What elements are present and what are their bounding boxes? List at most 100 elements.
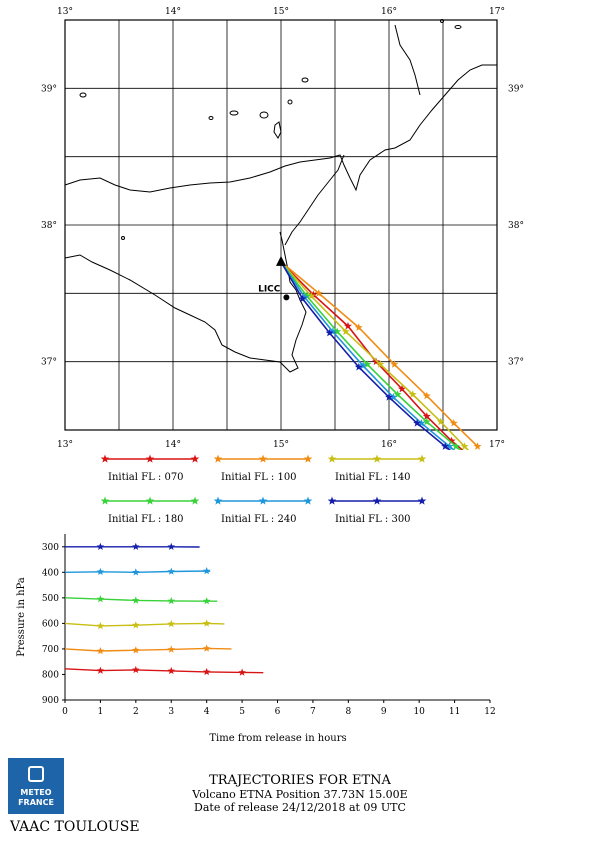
profile-series-point — [202, 619, 211, 627]
profile-series-point — [167, 645, 176, 653]
map-trajectory-point — [441, 442, 450, 450]
profile-series-line — [64, 597, 218, 602]
station-marker — [283, 294, 290, 301]
legend-item: Initial FL : 240 — [213, 492, 313, 532]
profile-series-point — [132, 596, 140, 604]
legend-label: Initial FL : 140 — [335, 472, 411, 483]
profile-series-point — [96, 567, 105, 575]
chart-title: TRAJECTORIES FOR ETNA — [209, 773, 391, 788]
map-markers: LICC — [258, 255, 290, 301]
profile-series-point — [202, 597, 211, 605]
legend-swatch — [100, 454, 200, 463]
profile-series-point — [96, 621, 105, 630]
profile-x-tick: 2 — [133, 707, 139, 717]
map-trajectory-point — [302, 291, 311, 300]
meteo-france-logo: METEO FRANCE — [8, 758, 64, 814]
legend-item: Initial FL : 140 — [327, 450, 427, 490]
map-grid — [64, 19, 498, 431]
profile-y-tick: 300 — [42, 543, 59, 553]
profile-series-point — [167, 619, 176, 628]
map-y-tick-right: 39° — [508, 84, 524, 94]
map-trajectory-point — [354, 362, 363, 371]
profile-series-line — [64, 668, 264, 674]
profile-series-point — [167, 596, 176, 605]
volcano-position: Volcano ETNA Position 37.73N 15.00E — [192, 788, 408, 801]
map-trajectory-point — [460, 442, 469, 450]
map-trajectory-point — [473, 442, 482, 450]
map-y-tick-left: 38° — [41, 221, 57, 231]
profile-y-tick: 700 — [42, 645, 59, 655]
map-y-tick-right: 37° — [508, 358, 524, 368]
map-x-tick-bottom: 17° — [489, 440, 505, 450]
profile-series-point — [202, 567, 211, 575]
profile-x-axis-label: Time from release in hours — [209, 733, 346, 744]
map-trajectory-point — [436, 417, 445, 426]
legend-label: Initial FL : 240 — [221, 514, 297, 525]
map-x-tick-top: 15° — [273, 7, 289, 17]
profile-series-point — [167, 542, 176, 550]
map-trajectory-line — [280, 261, 456, 450]
profile-x-tick: 6 — [275, 707, 281, 717]
profile-x-tick: 9 — [381, 707, 387, 717]
profile-x-tick: 3 — [168, 707, 174, 717]
legend-label: Initial FL : 100 — [221, 472, 297, 483]
map-trajectory-point — [307, 291, 316, 300]
profile-x-tick: 7 — [310, 707, 316, 717]
profile-x-tick: 1 — [98, 707, 104, 717]
profile-series-point — [132, 665, 140, 674]
map-y-tick-right: 38° — [508, 221, 524, 231]
map-trajectory-line — [280, 261, 470, 450]
map-trajectory-point — [314, 289, 323, 297]
logo-line1: METEO — [20, 788, 52, 797]
trajectory-map: 13° 13° 14° 14° 15° 15° 16° 16° 17° 17° 37° 37° 38° 3… — [41, 7, 524, 450]
legend-item: Initial FL : 100 — [213, 450, 313, 490]
map-coastline — [64, 19, 497, 373]
release-date: Date of release 24/12/2018 at 09 UTC — [194, 801, 406, 814]
profile-y-tick: 900 — [42, 696, 59, 706]
map-trajectory-point — [422, 412, 431, 420]
map-x-tick-top: 14° — [165, 7, 181, 17]
map-trajectory-point — [359, 361, 368, 370]
profile-x-tick: 11 — [449, 707, 460, 717]
map-trajectory-point — [325, 328, 334, 337]
profile-series-point — [132, 621, 140, 629]
legend-swatch — [100, 496, 200, 505]
profile-x-tick: 8 — [345, 707, 351, 717]
map-trajectory-point — [354, 323, 363, 331]
profile-x-tick: 4 — [204, 707, 210, 717]
map-trajectory-point — [398, 384, 406, 393]
profile-series-point — [96, 666, 105, 674]
map-x-tick-top: 17° — [489, 7, 505, 17]
legend-label: Initial FL : 180 — [108, 514, 184, 525]
profile-series-line — [64, 647, 232, 652]
map-trajectory-line — [280, 261, 464, 450]
map-y-tick-left: 37° — [41, 358, 57, 368]
map-x-tick-top: 16° — [381, 7, 397, 17]
profile-series-point — [132, 646, 140, 654]
map-trajectory-point — [298, 294, 307, 303]
profile-y-axis-label: Pressure in hPa — [16, 577, 27, 657]
map-x-tick-top: 13° — [57, 7, 73, 17]
profile-y-tick: 500 — [42, 594, 59, 604]
legend: Initial FL : 070 Initial FL : 100 Initial … — [0, 450, 595, 530]
profile-lines — [64, 542, 264, 676]
map-trajectory-line — [280, 261, 452, 450]
legend-swatch — [327, 454, 427, 463]
profile-series-point — [96, 647, 105, 655]
profile-series-point — [202, 667, 211, 676]
profile-x-tick: 0 — [62, 707, 68, 717]
map-trajectory-point — [300, 293, 309, 301]
map-x-tick-bottom: 16° — [381, 440, 397, 450]
map-y-tick-left: 39° — [41, 84, 57, 94]
map-x-tick-bottom: 15° — [273, 440, 289, 450]
map-trajectory-point — [422, 391, 431, 400]
profile-series-point — [167, 666, 176, 675]
map-trajectory-point — [389, 393, 398, 401]
map-trajectory-point — [328, 327, 337, 335]
map-trajectory-point — [385, 393, 393, 401]
profile-series-line — [64, 622, 225, 627]
map-trajectory-point — [363, 360, 372, 368]
logo-line2: FRANCE — [18, 798, 54, 807]
